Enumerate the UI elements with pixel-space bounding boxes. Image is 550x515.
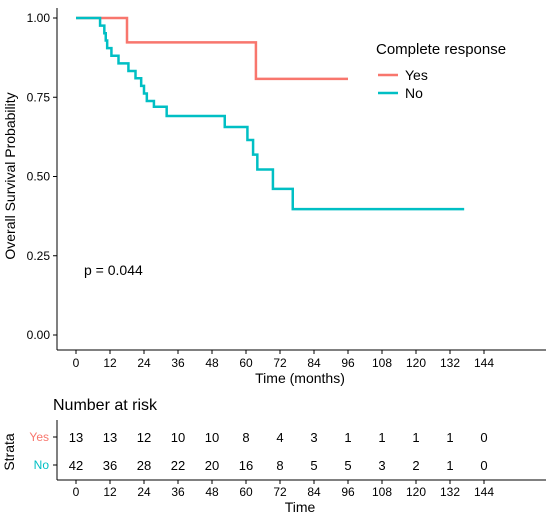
risk-x-tick-label: 108 [372,485,392,499]
risk-cell: 1 [344,430,351,445]
risk-x-tick-label: 72 [273,485,287,499]
risk-table-row-labels: Yes No [29,430,57,472]
x-axis-title: Time (months) [255,370,345,386]
risk-x-tick-label: 96 [341,485,355,499]
x-tick-label: 36 [171,356,185,370]
series-line-yes [76,16,348,81]
risk-cell: 5 [310,458,317,473]
x-tick-label: 108 [372,356,392,370]
risk-cell: 0 [480,430,487,445]
risk-cell: 22 [171,458,185,473]
x-tick-label: 24 [137,356,151,370]
legend-title: Complete response [376,41,506,58]
legend-label-yes: Yes [405,67,428,83]
survival-curves [76,16,465,211]
risk-table-x-ticks: 0 12 24 36 48 60 72 84 96 108 120 132 144 [73,480,494,499]
risk-cell: 10 [205,430,219,445]
risk-x-tick-label: 60 [239,485,253,499]
risk-table-x-title: Time [285,499,316,515]
risk-cell: 36 [103,458,117,473]
risk-x-tick-label: 84 [307,485,321,499]
risk-table-cells: 13 13 12 10 10 8 4 3 1 1 1 1 042 36 28 22 20 16 8 5 5 3 2 1 0 [69,430,488,473]
x-tick-label: 84 [307,356,321,370]
y-tick-label: 0.75 [27,90,51,104]
risk-x-tick-label: 36 [171,485,185,499]
x-tick-label: 12 [103,356,117,370]
risk-x-tick-label: 24 [137,485,151,499]
y-tick-label: 0.50 [27,170,51,184]
legend: Complete response Yes No [376,41,506,101]
risk-cell: 28 [137,458,151,473]
x-tick-label: 60 [239,356,253,370]
x-tick-label: 120 [406,356,426,370]
risk-cell: 13 [103,430,117,445]
risk-x-tick-label: 12 [103,485,117,499]
risk-cell: 13 [69,430,83,445]
risk-cell: 8 [242,430,249,445]
risk-cell: 20 [205,458,219,473]
risk-table-y-title: Strata [1,433,17,471]
series-line-no [76,16,465,211]
risk-cell: 12 [137,430,151,445]
risk-cell: 2 [412,458,419,473]
x-tick-label: 96 [341,356,355,370]
risk-cell: 5 [344,458,351,473]
y-tick-label: 0.00 [27,328,51,342]
x-tick-label: 132 [440,356,460,370]
risk-row-label-no: No [34,458,50,472]
risk-cell: 1 [412,430,419,445]
risk-cell: 16 [239,458,253,473]
risk-x-tick-label: 0 [73,485,80,499]
x-axis-ticks: 0 12 24 36 48 60 72 84 96 108 120 132 144 [73,350,494,370]
risk-cell: 1 [446,458,453,473]
risk-cell: 1 [446,430,453,445]
survival-plot: Overall Survival Probability 0.00 0.25 0.5… [2,8,546,386]
risk-cell: 0 [480,458,487,473]
risk-cell: 8 [276,458,283,473]
risk-cell: 3 [310,430,317,445]
risk-cell: 10 [171,430,185,445]
risk-x-tick-label: 132 [440,485,460,499]
risk-x-tick-label: 144 [474,485,494,499]
x-tick-label: 48 [205,356,219,370]
risk-cell: 1 [378,430,385,445]
risk-table-title: Number at risk [53,397,158,414]
risk-cell: 4 [276,430,283,445]
legend-label-no: No [405,85,423,101]
p-value-annotation: p = 0.044 [84,262,143,278]
risk-x-tick-label: 48 [205,485,219,499]
y-tick-label: 1.00 [27,11,51,25]
risk-cell: 3 [378,458,385,473]
y-axis-ticks: 0.00 0.25 0.50 0.75 1.00 [27,11,57,342]
x-tick-label: 72 [273,356,287,370]
risk-x-tick-label: 120 [406,485,426,499]
x-tick-label: 144 [474,356,494,370]
y-tick-label: 0.25 [27,249,51,263]
risk-cell: 42 [69,458,83,473]
y-axis-title: Overall Survival Probability [2,92,18,259]
x-tick-label: 0 [73,356,80,370]
risk-row-label-yes: Yes [29,430,49,444]
